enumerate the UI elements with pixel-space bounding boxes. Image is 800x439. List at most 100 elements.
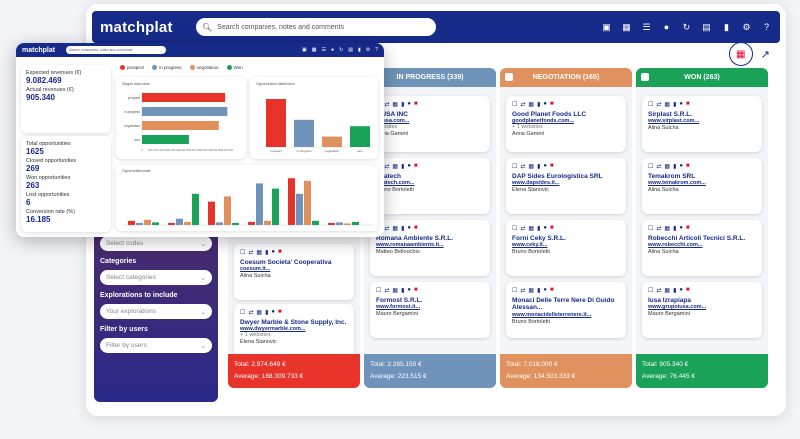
folder-icon[interactable]: ▮ [537,226,541,232]
company-name[interactable]: Forni Ceky S.R.L. [512,235,566,242]
table-icon[interactable]: ▦ [528,288,535,294]
delete-icon[interactable]: ■ [686,287,690,293]
delete-icon[interactable]: ■ [686,163,690,169]
table-icon[interactable]: ▦ [622,21,631,32]
move-icon[interactable]: ⇄ [384,226,390,232]
delete-icon[interactable]: ■ [550,163,554,169]
company-website-link[interactable]: www.ceky.it... [512,242,548,249]
bookmark-icon[interactable]: ▮ [724,21,729,32]
checkbox-icon[interactable]: ☐ [512,288,518,294]
folder-icon[interactable]: ▮ [265,310,269,316]
user-icon[interactable]: ● [543,101,548,107]
move-icon[interactable]: ⇄ [520,226,526,232]
company-name[interactable]: Romana Ambiente S.R.L. [376,235,454,242]
folder-icon[interactable]: ▮ [537,102,541,108]
company-website-link[interactable]: www.sirplast.com... [648,118,700,125]
company-website-link[interactable]: www.formost.it... [376,304,421,311]
company-website-link[interactable]: www.monacidelleterrenere.it... [512,311,592,318]
move-icon[interactable]: ⇄ [656,226,662,232]
opportunity-card[interactable]: ☐ ⇄ ▦ ▮ ● ■ Dwyer Marble & Stone Supply, Inc.… [234,304,354,360]
move-icon[interactable]: ⇄ [656,164,662,170]
table-icon[interactable]: ▦ [256,310,263,316]
company-name[interactable]: Robecchi Articoli Tecnici S.R.L. [648,235,746,242]
history-icon[interactable]: ↻ [682,21,691,32]
save-icon[interactable]: ▣ [602,21,611,32]
checkbox-icon[interactable]: ☐ [648,288,654,294]
table-icon[interactable]: ▦ [311,47,317,53]
checkbox-icon[interactable]: ☐ [512,226,518,232]
checkbox-icon[interactable]: ☐ [376,288,382,294]
opportunity-card[interactable]: ☐ ⇄ ▦ ▮ ● ■ Temakrom SRL www.temakrom.com... … [642,158,762,214]
opportunity-card[interactable]: ☐ ⇄ ▦ ▮ ● ■ Forni Ceky S.R.L. www.ceky.it... … [506,220,626,276]
company-website-link[interactable]: www.robecchi.com... [648,242,703,249]
opportunity-card[interactable]: ☐ ⇄ ▦ ▮ ● ■ Formost S.R.L. www.formost.it... … [370,282,490,338]
opportunity-card[interactable]: ☐ ⇄ ▦ ▮ ● ■ DAP Sides Eurologistica SRL www.d… [506,158,626,214]
list-icon[interactable]: ☰ [321,47,326,53]
company-name[interactable]: Temakrom SRL [648,173,696,180]
user-icon[interactable]: ● [271,249,276,255]
checkbox-icon[interactable]: ☐ [648,226,654,232]
opportunity-card[interactable]: ☐ ⇄ ▦ ▮ ● ■ Sirplast S.R.L. www.sirplast.com.… [642,96,762,152]
folder-icon[interactable]: ▮ [537,288,541,294]
checkbox-icon[interactable]: ☐ [648,102,654,108]
delete-icon[interactable]: ■ [278,249,282,255]
table-icon[interactable]: ▦ [392,288,399,294]
user-icon[interactable]: ● [271,309,276,315]
chart-view-icon[interactable]: ↗ [760,48,770,61]
kanban-view-icon[interactable]: ▦ [728,42,753,66]
move-icon[interactable]: ⇄ [384,164,390,170]
opportunity-card[interactable]: ☐⇄▦▮●■ ppatech ppatech.com... Bruno Bort… [370,158,490,214]
table-icon[interactable]: ▦ [664,102,671,108]
company-website-link[interactable]: www.dwyermarble.com... [240,326,306,333]
user-icon[interactable]: ● [543,225,548,231]
users-icon[interactable]: ● [663,21,670,32]
checkbox-icon[interactable]: ☐ [240,250,246,256]
move-icon[interactable]: ⇄ [520,102,526,108]
folder-icon[interactable]: ▮ [673,226,677,232]
company-name[interactable]: ppatech [376,173,401,180]
history-icon[interactable]: ↻ [339,47,344,53]
folder-icon[interactable]: ▮ [673,164,677,170]
search-input[interactable]: 🔍︎ Search companies, notes and comments [196,18,436,36]
help-icon[interactable]: ? [763,21,769,32]
document-icon[interactable]: ▤ [348,47,353,53]
company-website-link[interactable]: www.grupoiusa.com... [648,304,707,311]
checkbox-icon[interactable]: ☐ [648,164,654,170]
move-icon[interactable]: ⇄ [248,250,254,256]
folder-icon[interactable]: ▮ [537,164,541,170]
codes-select[interactable]: Select codes ⌄ [100,236,212,251]
company-website-link[interactable]: www.romanaambiente.it... [376,242,444,249]
table-icon[interactable]: ▦ [664,288,671,294]
user-icon[interactable]: ● [679,163,684,169]
table-icon[interactable]: ▦ [528,102,535,108]
user-icon[interactable]: ● [679,287,684,293]
folder-icon[interactable]: ▮ [401,288,405,294]
document-icon[interactable]: ▤ [702,21,711,32]
table-icon[interactable]: ▦ [392,226,399,232]
delete-icon[interactable]: ■ [686,101,690,107]
opportunity-card[interactable]: ☐ ⇄ ▦ ▮ ● ■ Robecchi Articoli Tecnici S.R.L. … [642,220,762,276]
company-name[interactable]: Formost S.R.L. [376,297,423,304]
folder-icon[interactable]: ▮ [265,250,269,256]
bookmark-icon[interactable]: ▮ [357,47,361,53]
user-icon[interactable]: ● [543,287,548,293]
company-name[interactable]: Sirplast S.R.L. [648,111,693,118]
opportunity-card[interactable]: ☐⇄▦▮●■ a USA INC cbusa.com... websites A… [370,96,490,152]
user-icon[interactable]: ● [407,163,412,169]
folder-icon[interactable]: ▮ [673,288,677,294]
delete-icon[interactable]: ■ [550,225,554,231]
table-icon[interactable]: ▦ [528,226,535,232]
move-icon[interactable]: ⇄ [384,102,390,108]
settings-icon[interactable]: ⚙ [742,21,751,32]
column-select-checkbox[interactable] [641,73,649,81]
company-name[interactable]: a USA INC [376,111,408,118]
folder-icon[interactable]: ▮ [401,164,405,170]
user-icon[interactable]: ● [679,225,684,231]
delete-icon[interactable]: ■ [414,163,418,169]
opportunity-card[interactable]: ☐ ⇄ ▦ ▮ ● ■ Coesum Societa' Cooperativa coesu… [234,244,354,300]
user-icon[interactable]: ● [407,225,412,231]
categories-select[interactable]: Select categories ⌄ [100,270,212,285]
company-name[interactable]: DAP Sides Eurologistica SRL [512,173,603,180]
company-website-link[interactable]: www.dapsides.it... [512,180,560,187]
delete-icon[interactable]: ■ [686,225,690,231]
